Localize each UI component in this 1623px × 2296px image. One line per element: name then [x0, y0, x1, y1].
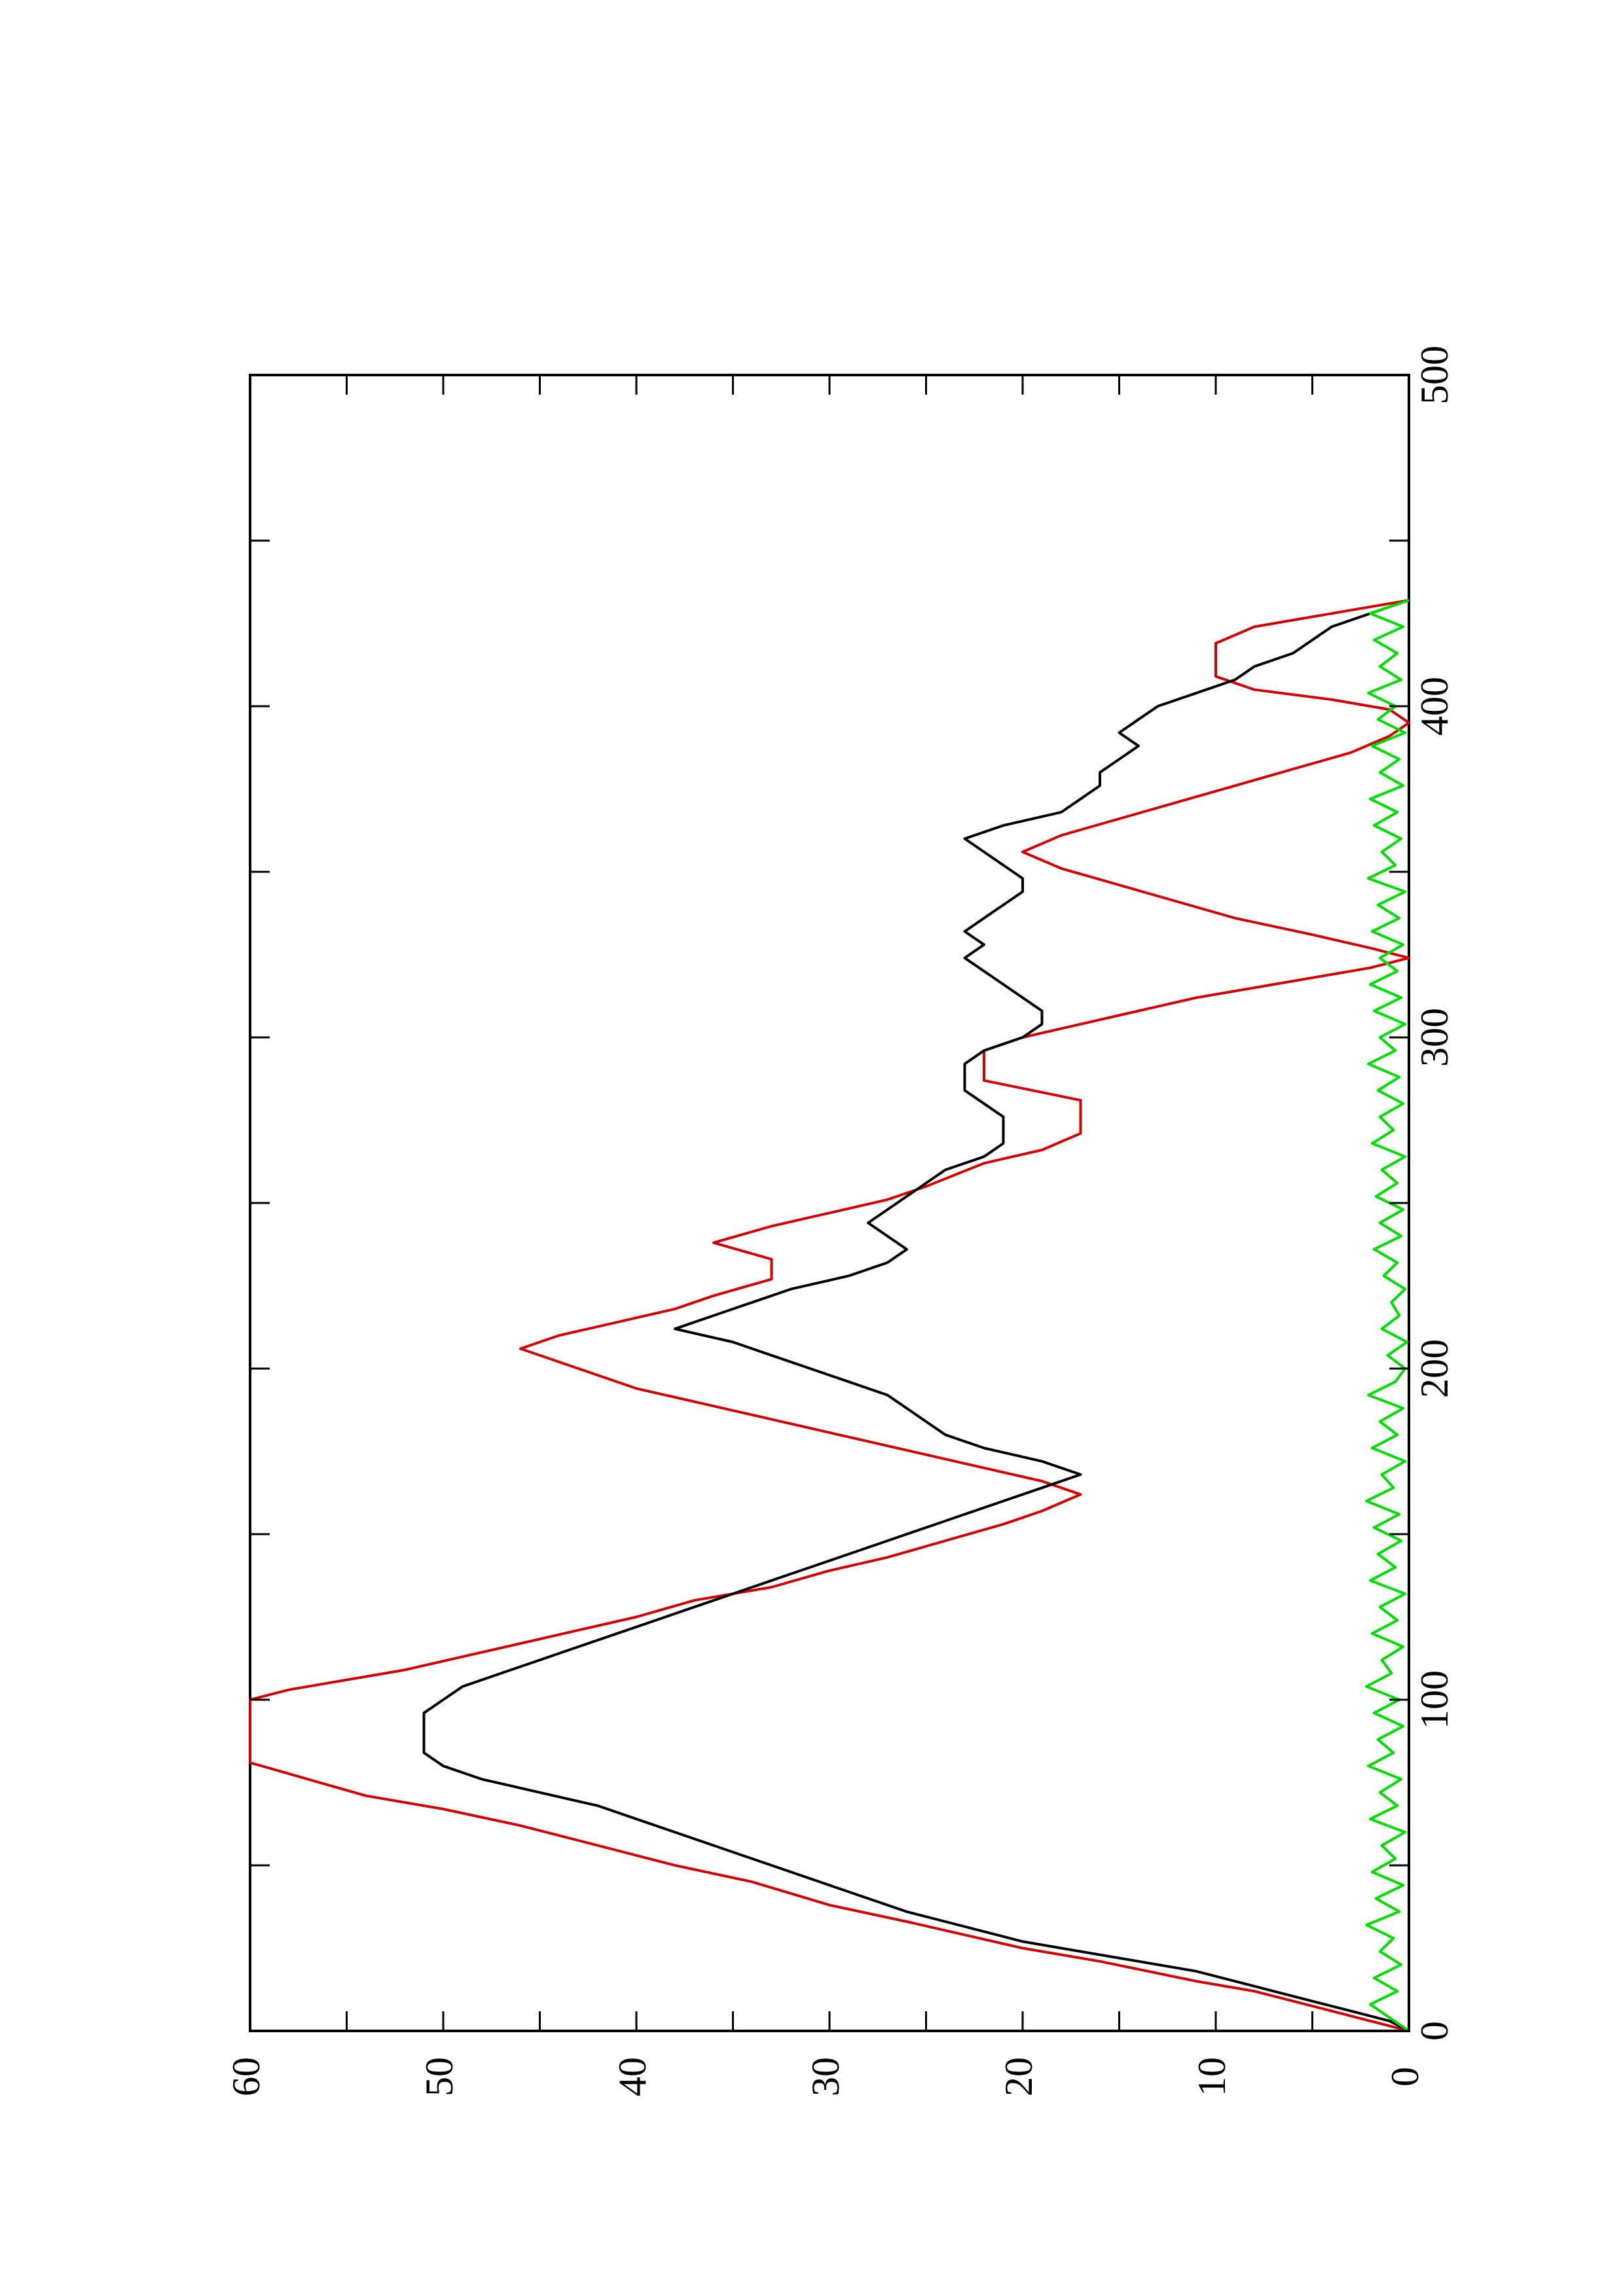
x-tick-label: 400	[1413, 677, 1456, 736]
tick-layer	[249, 374, 1410, 2032]
x-tick-label: 500	[1413, 346, 1456, 404]
y-tick-label: 40	[611, 2057, 654, 2096]
x-tick-label: 300	[1413, 1008, 1456, 1067]
y-tick-label: 60	[225, 2057, 268, 2096]
series-line-1	[422, 599, 1410, 2032]
series-layer	[249, 599, 1410, 2032]
y-tick-label: 20	[997, 2057, 1040, 2096]
series-line-0	[249, 599, 1410, 2032]
plot-frame	[249, 374, 1410, 2032]
x-tick-label: 200	[1413, 1339, 1456, 1398]
y-tick-label: 30	[804, 2057, 847, 2096]
tick-label-layer: 0 100 200 300 400 500 0 10 20 30 40 50 60	[225, 346, 1456, 2096]
y-tick-label: 50	[418, 2057, 461, 2096]
x-tick-label: 0	[1413, 2021, 1456, 2041]
x-tick-label: 100	[1413, 1670, 1456, 1729]
y-tick-label: 0	[1383, 2067, 1427, 2087]
series-line-2	[1365, 599, 1410, 2032]
y-tick-label: 10	[1190, 2057, 1233, 2096]
